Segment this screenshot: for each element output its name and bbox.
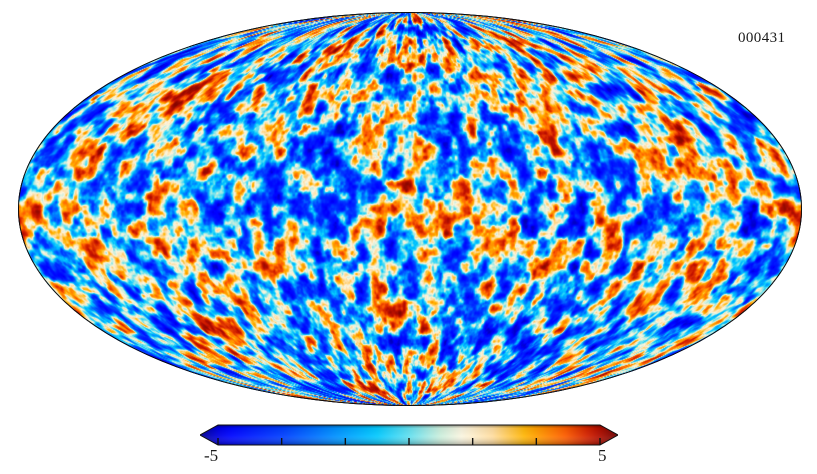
colorbar-gradient <box>200 424 618 446</box>
colorbar-max-label: 5 <box>598 446 607 465</box>
colorbar-min-label: -5 <box>204 446 219 465</box>
map-ellipse-clip <box>18 12 802 406</box>
cmb-map-canvas <box>18 12 802 406</box>
figure-id-label: 000431 <box>738 30 786 46</box>
mollweide-map <box>18 12 802 406</box>
colorbar: -5 5 <box>200 424 618 474</box>
